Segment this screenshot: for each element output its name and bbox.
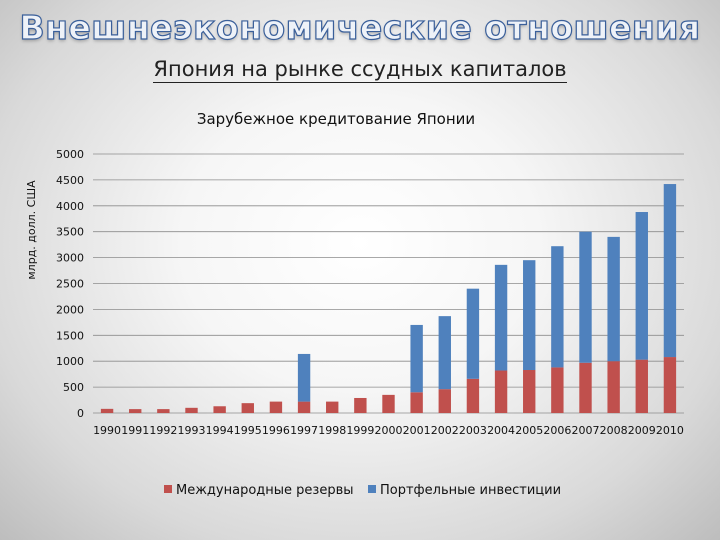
x-tick-label: 2002 — [431, 424, 459, 437]
y-tick-label: 2000 — [56, 303, 84, 316]
x-tick-label: 2010 — [656, 424, 684, 437]
x-tick-label: 2003 — [459, 424, 487, 437]
x-tick-label: 1995 — [234, 424, 262, 437]
x-ticks: 1990 1991 1992 1993 1994 1995 1996 1997 1998 1999… — [93, 424, 684, 437]
y-tick-label: 500 — [63, 381, 84, 394]
bar-reserves — [269, 401, 283, 413]
bar-reserves — [213, 406, 226, 413]
x-tick-label: 2008 — [600, 424, 628, 437]
legend-swatch-investments — [368, 485, 376, 493]
bar-investments — [494, 264, 508, 371]
bar-reserves — [635, 359, 648, 413]
bar-reserves — [410, 392, 423, 413]
y-axis-label: млрд. долл. США — [25, 180, 38, 280]
bar-reserves — [438, 389, 451, 413]
y-ticks: 0 500 1000 1500 2000 2500 3000 3500 4000 4500 5000 — [56, 148, 84, 420]
x-tick-label: 2006 — [543, 424, 571, 437]
bar-investments — [438, 316, 451, 390]
x-tick-label: 2005 — [515, 424, 543, 437]
x-tick-label: 2000 — [375, 424, 403, 437]
y-tick-label: 3500 — [56, 226, 84, 239]
legend: Международные резервы Портфельные инвест… — [164, 483, 561, 498]
bar-investments — [297, 353, 311, 402]
bar-reserves — [241, 403, 254, 413]
bar-reserves — [354, 397, 367, 413]
bar-investments — [579, 231, 592, 363]
bar-reserves — [607, 361, 620, 413]
bar-reserves — [551, 367, 564, 413]
bar-investments — [607, 236, 620, 362]
x-tick-label: 1998 — [318, 424, 346, 437]
bar-investments — [523, 260, 536, 371]
bar-reserves — [382, 394, 395, 413]
x-tick-label: 1997 — [290, 424, 318, 437]
bar-investments — [466, 288, 480, 379]
bar-reserves — [523, 370, 536, 413]
y-tick-label: 4500 — [56, 174, 84, 187]
slide-subtitle-text: Япония на рынке ссудных капиталов — [153, 57, 567, 83]
bar-investments — [663, 184, 677, 358]
grid-layer — [93, 153, 684, 414]
legend-label-investments: Портфельные инвестиции — [380, 483, 561, 498]
y-tick-label: 2500 — [56, 278, 84, 291]
bar-investments — [410, 324, 423, 393]
bar-investments — [551, 246, 564, 368]
slide-title: Внешнеэкономические отношения — [19, 7, 701, 47]
x-tick-label: 2007 — [572, 424, 600, 437]
bar-reserves — [579, 362, 592, 413]
x-tick-label: 1992 — [149, 424, 177, 437]
x-tick-label: 2004 — [487, 424, 515, 437]
bar-reserves — [297, 401, 311, 413]
bar-investments — [635, 212, 648, 360]
bar-reserves — [494, 370, 508, 413]
y-tick-label: 1500 — [56, 329, 84, 342]
y-tick-label: 5000 — [56, 148, 84, 161]
slide-subtitle: Япония на рынке ссудных капиталов — [0, 57, 720, 83]
chart-title: Зарубежное кредитование Японии — [197, 110, 475, 128]
y-tick-label: 3000 — [56, 252, 84, 265]
y-tick-label: 0 — [77, 407, 84, 420]
x-tick-label: 1999 — [346, 424, 374, 437]
x-tick-label: 1994 — [206, 424, 234, 437]
bar-reserves — [157, 409, 170, 413]
y-tick-label: 4000 — [56, 200, 84, 213]
bar-reserves — [129, 409, 142, 413]
x-tick-label: 1990 — [93, 424, 121, 437]
x-tick-label: 1993 — [178, 424, 206, 437]
bar-reserves — [100, 408, 114, 413]
x-tick-label: 2001 — [403, 424, 431, 437]
bar-reserves — [185, 407, 198, 413]
bar-reserves — [326, 401, 339, 413]
y-tick-label: 1000 — [56, 355, 84, 368]
x-tick-label: 1991 — [121, 424, 149, 437]
legend-swatch-reserves — [164, 485, 172, 493]
bar-reserves — [466, 378, 480, 413]
bar-reserves — [663, 357, 677, 413]
x-tick-label: 1996 — [262, 424, 290, 437]
bars — [100, 184, 677, 413]
x-tick-label: 2009 — [628, 424, 656, 437]
legend-label-reserves: Международные резервы — [176, 483, 354, 498]
